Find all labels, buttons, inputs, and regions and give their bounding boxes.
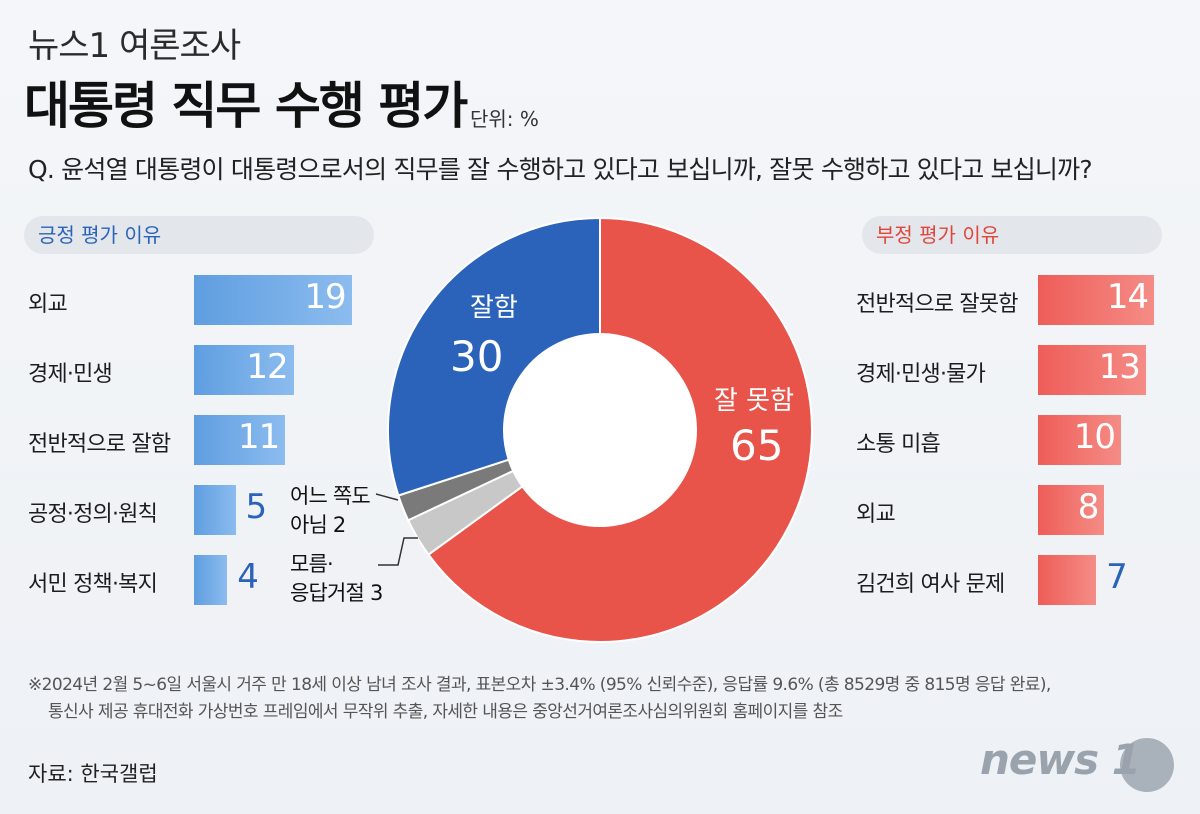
unit-label: 단위: % (470, 107, 539, 131)
callout-dontknow: 모름· 응답거절 3 (290, 550, 383, 608)
slice-value-good: 30 (450, 332, 503, 381)
donut-hole (504, 334, 696, 526)
negative-value-1: 13 (1098, 347, 1141, 387)
survey-question: Q. 윤석열 대통령이 대통령으로서의 직무를 잘 수행하고 있다고 보십니까,… (28, 155, 1093, 184)
positive-bar-0 (194, 275, 352, 325)
negative-bar-0 (1038, 275, 1155, 325)
positive-value-0: 19 (304, 277, 346, 317)
logo-badge (1120, 738, 1174, 792)
negative-bar-4 (1038, 555, 1097, 605)
negative-bar-1 (1038, 345, 1146, 395)
positive-value-4: 4 (237, 557, 259, 597)
positive-value-1: 12 (246, 347, 288, 387)
negative-label-1: 경제·민생·물가 (856, 362, 986, 387)
positive-bar-1 (194, 345, 294, 395)
negative-bar-2 (1038, 415, 1121, 465)
positive-bar-2 (194, 415, 286, 465)
positive-value-2: 11 (238, 417, 280, 457)
negative-value-2: 10 (1073, 417, 1116, 457)
positive-label-3: 공정·정의·원칙 (28, 502, 158, 527)
positive-label-0: 외교 (28, 292, 68, 317)
footnote-line-1: ※2024년 2월 5~6일 서울시 거주 만 18세 이상 남녀 조사 결과,… (28, 675, 1051, 695)
positive-value-3: 5 (245, 487, 268, 527)
source-credit: 자료: 한국갤럽 (28, 762, 158, 786)
callout-neither-line2: 아님 2 (290, 513, 346, 537)
negative-label-3: 외교 (856, 502, 896, 527)
positive-label-1: 경제·민생 (28, 362, 113, 387)
callout-dontknow-line2: 응답거절 3 (290, 581, 383, 605)
callout-dontknow-line1: 모름· (290, 552, 334, 576)
negative-label-4: 김건희 여사 문제 (856, 572, 1005, 597)
slice-label-bad: 잘 못함 (714, 386, 794, 416)
leader-line-dontknow (378, 537, 418, 566)
footnote-line-2: 통신사 제공 휴대전화 가상번호 프레임에서 무작위 추출, 자세한 내용은 중… (48, 702, 843, 722)
positive-label-4: 서민 정책·복지 (28, 572, 158, 597)
negative-reasons-header: 부정 평가 이유 (862, 216, 1162, 254)
negative-value-0: 14 (1106, 277, 1149, 317)
negative-label-0: 전반적으로 잘못함 (856, 292, 1019, 317)
negative-value-3: 8 (1077, 487, 1100, 527)
negative-bar-3 (1038, 485, 1105, 535)
slice-label-good: 잘함 (470, 293, 518, 323)
positive-bar-4 (194, 555, 228, 605)
negative-value-4: 7 (1106, 557, 1128, 597)
super-title: 뉴스1 여론조사 (28, 26, 241, 66)
footnote: ※2024년 2월 5~6일 서울시 거주 만 18세 이상 남녀 조사 결과,… (28, 672, 1051, 726)
page-title: 대통령 직무 수행 평가 (24, 77, 468, 135)
leader-line-neither (375, 493, 399, 501)
approval-donut-chart: 잘함 30 잘 못함 65 (375, 216, 813, 643)
callout-neither-line1: 어느 쪽도 (290, 484, 371, 508)
positive-bar-3 (194, 485, 236, 535)
negative-label-2: 소통 미흡 (856, 432, 941, 457)
callout-neither: 어느 쪽도 아님 2 (290, 482, 371, 540)
news1-logo: news 1 (980, 735, 1141, 784)
positive-label-2: 전반적으로 잘함 (28, 432, 171, 457)
positive-reasons-header: 긍정 평가 이유 (24, 216, 374, 254)
slice-value-bad: 65 (730, 421, 783, 470)
